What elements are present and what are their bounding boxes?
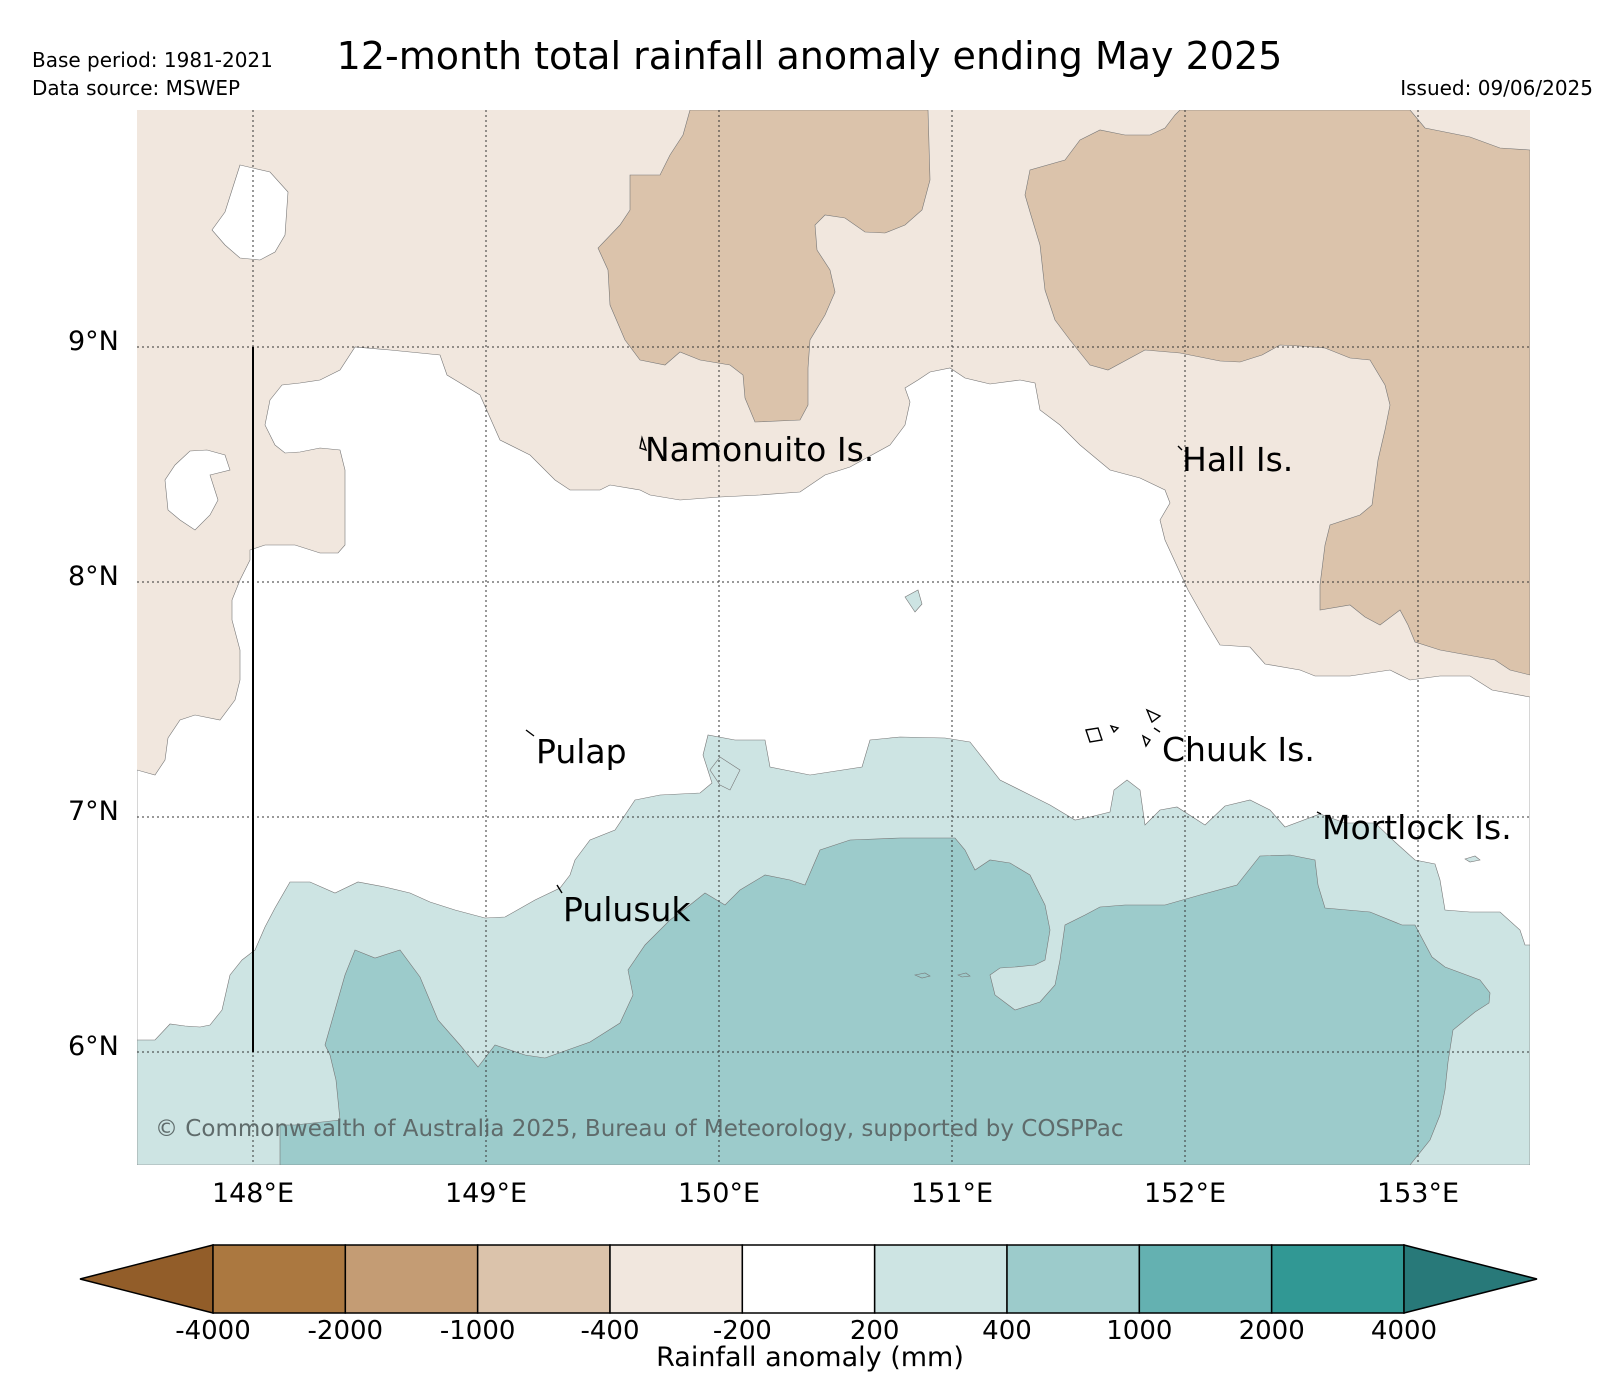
colorbar-swatch — [476, 1244, 611, 1314]
lat-label-6n: 6°N — [68, 1031, 119, 1062]
graticule — [137, 110, 1530, 1165]
lon-label-151e: 151°E — [910, 1178, 994, 1209]
colorbar-under-triangle — [79, 1244, 214, 1314]
lat-label-8n: 8°N — [68, 561, 119, 592]
copyright-notice: © Commonwealth of Australia 2025, Bureau… — [155, 1116, 1124, 1142]
page-title: 12-month total rainfall anomaly ending M… — [336, 34, 1283, 78]
place-label-chuuk: Chuuk Is. — [1162, 730, 1315, 769]
data-source-label: Data source: MSWEP — [32, 76, 241, 100]
wet-mid-islet-b — [957, 972, 971, 978]
rainfall-anomaly-map — [137, 110, 1530, 1165]
colorbar-title: Rainfall anomaly (mm) — [656, 1342, 964, 1373]
lon-label-153e: 153°E — [1376, 1178, 1460, 1209]
place-label-pulusuk: Pulusuk — [563, 890, 691, 929]
colorbar-tick-label: -200 — [712, 1316, 772, 1346]
colorbar-swatch — [609, 1244, 744, 1314]
colorbar-swatch — [873, 1244, 1008, 1314]
colorbar-swatch — [1006, 1244, 1141, 1314]
colorbar-tick-label: 4000 — [1370, 1316, 1438, 1346]
lon-label-150e: 150°E — [677, 1178, 761, 1209]
colorbar-swatch — [1138, 1244, 1273, 1314]
base-period-label: Base period: 1981-2021 — [32, 48, 273, 72]
colorbar-tick-label: 400 — [982, 1316, 1032, 1346]
island-outlines — [525, 435, 1322, 894]
wet-light-islet — [904, 589, 923, 613]
wet-mid-region — [279, 837, 1491, 1165]
colorbar-tick-label: 2000 — [1238, 1316, 1305, 1346]
lon-label-149e: 149°E — [444, 1178, 528, 1209]
dry-mid-region-east — [1024, 110, 1530, 676]
colorbar-tick-label: -400 — [580, 1316, 640, 1346]
place-label-namonuito: Namonuito Is. — [645, 430, 875, 469]
near-normal-pocket — [211, 164, 289, 261]
colorbar-over-triangle — [1403, 1244, 1538, 1314]
lon-label-152e: 152°E — [1143, 1178, 1227, 1209]
place-label-mortlock: Mortlock Is. — [1322, 808, 1512, 847]
colorbar-tick-label: -1000 — [439, 1316, 516, 1346]
colorbar-tick-label: 1000 — [1106, 1316, 1173, 1346]
place-label-pulap: Pulap — [536, 732, 627, 771]
lat-label-9n: 9°N — [68, 326, 119, 357]
lon-label-148e: 148°E — [211, 1178, 295, 1209]
colorbar-tick-label: -2000 — [307, 1316, 384, 1346]
dry-mid-region-center — [597, 110, 931, 423]
issued-date-label: Issued: 09/06/2025 — [1400, 76, 1593, 100]
colorbar — [79, 1244, 1538, 1314]
colorbar-swatch — [212, 1244, 347, 1314]
colorbar-tick-label: 200 — [849, 1316, 900, 1346]
colorbar-tick-label: -4000 — [175, 1316, 251, 1346]
colorbar-swatch — [741, 1244, 876, 1314]
colorbar-swatch — [1270, 1244, 1405, 1314]
lat-label-7n: 7°N — [68, 796, 119, 827]
place-label-hall: Hall Is. — [1182, 440, 1294, 479]
wet-mid-islet-a — [913, 972, 931, 979]
colorbar-swatch — [344, 1244, 479, 1314]
wet-light-islet-east — [1464, 855, 1481, 863]
